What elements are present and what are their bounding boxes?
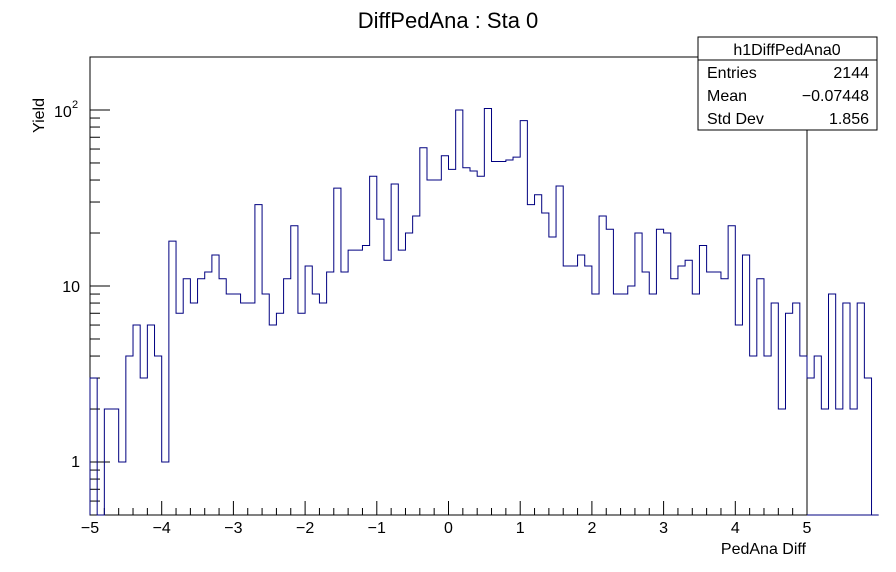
- y-tick-label-1: 1: [71, 454, 80, 471]
- x-tick-label: −3: [224, 520, 242, 537]
- stats-entries-value: 2144: [833, 65, 869, 82]
- x-tick-label: −1: [368, 520, 386, 537]
- stats-box-name: h1DiffPedAna0: [733, 42, 840, 59]
- chart-title: DiffPedAna : Sta 0: [358, 8, 539, 33]
- stats-stddev-value: 1.856: [829, 111, 869, 128]
- x-tick-label: 5: [803, 520, 812, 537]
- x-tick-label: 0: [444, 520, 453, 537]
- y-tick-label-100-base: 10: [54, 104, 72, 121]
- stats-entries-label: Entries: [707, 65, 757, 82]
- stats-box: h1DiffPedAna0 Entries 2144 Mean −0.07448…: [697, 36, 878, 131]
- stats-stddev-label: Std Dev: [707, 111, 764, 128]
- x-tick-label: −2: [296, 520, 314, 537]
- x-tick-label: −4: [153, 520, 171, 537]
- y-tick-label-100-exponent: 2: [72, 99, 78, 111]
- stats-mean-label: Mean: [707, 88, 747, 105]
- x-tick-label: 1: [516, 520, 525, 537]
- x-tick-label: 4: [731, 520, 740, 537]
- histogram-line: [89, 107, 879, 516]
- stats-mean-value: −0.07448: [802, 88, 869, 105]
- stats-box-frame: [697, 36, 878, 131]
- y-axis-label: Yield: [31, 98, 48, 133]
- x-tick-label: 3: [659, 520, 668, 537]
- y-tick-label-10: 10: [62, 279, 80, 296]
- x-tick-label: 2: [587, 520, 596, 537]
- x-axis-label: PedAna Diff: [721, 541, 807, 558]
- x-tick-label: −5: [81, 520, 99, 537]
